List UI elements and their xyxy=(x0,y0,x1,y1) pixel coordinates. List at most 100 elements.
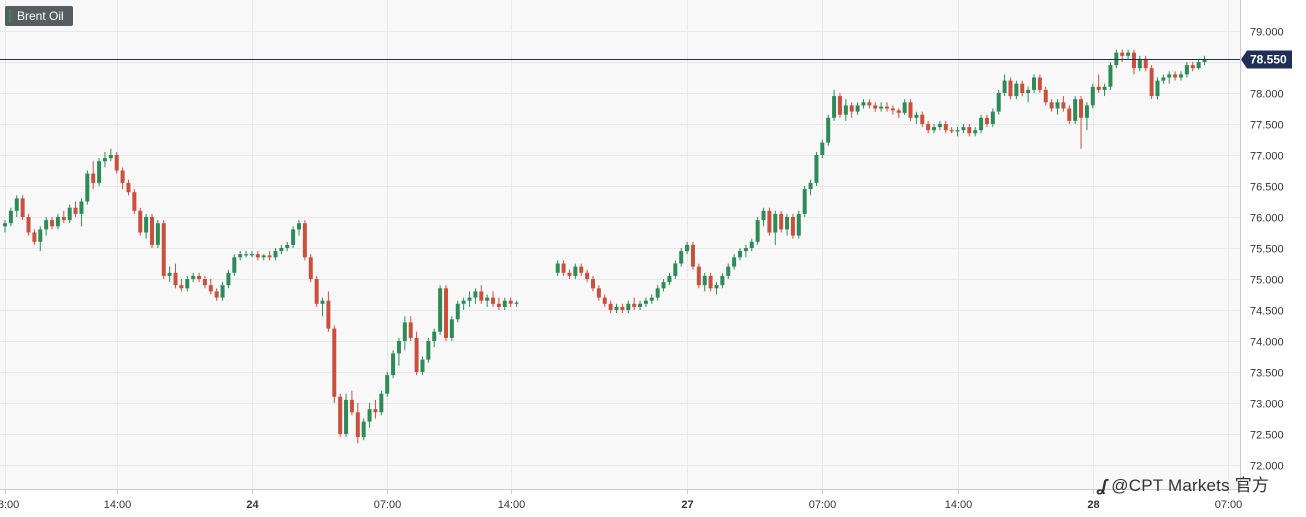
candle-body xyxy=(232,257,237,273)
candle xyxy=(1155,77,1160,100)
candle-body xyxy=(655,288,660,298)
candle xyxy=(126,179,131,196)
candle-body xyxy=(1020,83,1025,93)
candle xyxy=(467,291,472,307)
y-tick-label: 72.500 xyxy=(1250,430,1284,442)
candle-body xyxy=(1196,62,1201,69)
candle-body xyxy=(943,124,948,131)
candle xyxy=(91,161,96,190)
y-tick-label: 76.000 xyxy=(1250,213,1284,225)
candle xyxy=(949,127,954,134)
symbol-badge[interactable]: Brent Oil xyxy=(5,6,73,26)
candle-body xyxy=(620,306,625,310)
candle-body xyxy=(561,263,566,273)
candle xyxy=(185,275,190,292)
candle xyxy=(379,390,384,416)
candle xyxy=(214,288,219,301)
candle xyxy=(843,99,848,121)
candle-body xyxy=(185,279,190,289)
candle-body xyxy=(1137,58,1142,69)
candle xyxy=(197,272,202,283)
candle xyxy=(273,248,278,261)
candle xyxy=(408,316,413,341)
candle-body xyxy=(1102,86,1107,90)
candle-body xyxy=(473,291,478,298)
candle-body xyxy=(1043,89,1048,103)
candle xyxy=(79,198,84,227)
candle xyxy=(1190,62,1195,72)
candle-body xyxy=(1061,102,1066,109)
y-tick-label: 74.000 xyxy=(1250,337,1284,349)
candle-body xyxy=(461,300,466,304)
candle-body xyxy=(67,207,72,221)
candle-body xyxy=(144,217,149,233)
y-tick-label: 73.500 xyxy=(1250,368,1284,380)
candle-body xyxy=(44,220,49,230)
candle-body xyxy=(932,127,937,131)
candle xyxy=(232,254,237,276)
candle-body xyxy=(20,198,25,217)
candle-body xyxy=(614,306,619,310)
candle xyxy=(20,195,25,221)
candle xyxy=(414,331,419,376)
candle-body xyxy=(1073,99,1078,121)
candle-body xyxy=(385,375,390,394)
candle-body xyxy=(1002,80,1007,93)
candle-body xyxy=(426,341,431,360)
candle-body xyxy=(32,232,37,242)
candle-body xyxy=(1026,89,1031,93)
candle xyxy=(38,226,43,252)
candle-body xyxy=(314,279,319,304)
candle xyxy=(1061,96,1066,112)
candle-body xyxy=(249,254,254,256)
candle xyxy=(1037,74,1042,93)
x-tick-label: 14:00 xyxy=(945,499,973,511)
candle-body xyxy=(320,300,325,304)
x-tick-label: 27 xyxy=(681,499,693,511)
candle-body xyxy=(344,399,349,434)
x-tick-label: 24 xyxy=(246,499,259,511)
candle-body xyxy=(285,244,290,248)
candle xyxy=(1014,80,1019,100)
candle xyxy=(144,213,149,239)
candle-body xyxy=(55,217,60,227)
candle xyxy=(508,297,513,307)
candle xyxy=(255,251,260,261)
candle-body xyxy=(573,266,578,276)
price-label-box xyxy=(1241,50,1292,69)
candle xyxy=(191,272,196,283)
candle xyxy=(1049,99,1054,112)
candle xyxy=(396,337,401,366)
candle-body xyxy=(1032,77,1036,90)
candle-body xyxy=(85,173,90,202)
candle-body xyxy=(355,412,360,438)
candle xyxy=(3,220,7,233)
candle-body xyxy=(855,105,860,112)
x-tick-label: 07:00 xyxy=(809,499,837,511)
candle-body xyxy=(414,337,419,372)
candle xyxy=(785,213,790,236)
candle xyxy=(567,269,572,279)
candle-body xyxy=(14,198,19,211)
candle xyxy=(426,337,431,363)
candle-body xyxy=(814,155,819,183)
candle-body xyxy=(749,241,754,248)
candle xyxy=(1020,80,1025,97)
candle-body xyxy=(138,210,143,233)
candle-body xyxy=(208,285,213,292)
candle xyxy=(55,213,60,230)
candle-body xyxy=(726,266,731,276)
y-tick-label: 79.000 xyxy=(1250,27,1284,39)
candle xyxy=(632,297,637,310)
candle-body xyxy=(367,409,372,422)
candle xyxy=(155,220,160,248)
candle-body xyxy=(485,297,490,301)
candle xyxy=(679,248,684,267)
candle-body xyxy=(1179,74,1183,78)
candle-body xyxy=(802,189,807,214)
y-tick-label: 74.500 xyxy=(1250,306,1284,318)
candle xyxy=(114,151,119,174)
candle xyxy=(267,251,272,261)
candle xyxy=(102,151,107,168)
